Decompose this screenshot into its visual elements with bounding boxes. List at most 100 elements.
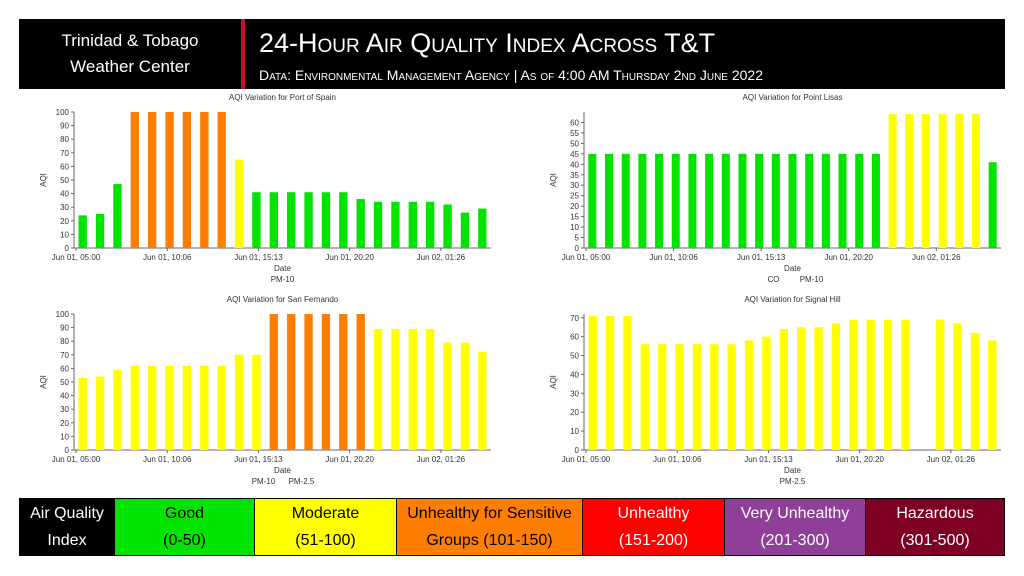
bar xyxy=(588,153,597,248)
y-tick-label: 50 xyxy=(570,352,579,361)
bar xyxy=(130,365,139,450)
bar xyxy=(321,192,331,248)
x-tick-label: Jun 01, 20:20 xyxy=(824,253,873,262)
legend-very-unhealthy: Very Unhealthy (201-300) xyxy=(724,499,865,555)
y-tick-label: 35 xyxy=(570,171,579,180)
legend-usg-label: Unhealthy for Sensitive xyxy=(407,505,572,522)
y-tick-label: 10 xyxy=(60,432,69,441)
y-tick-label: 50 xyxy=(60,176,69,185)
y-axis-label: AQI xyxy=(549,375,558,389)
bar xyxy=(971,114,980,248)
x-tick-label: Jun 01, 15:13 xyxy=(744,455,793,464)
y-tick-label: 40 xyxy=(570,160,579,169)
bar xyxy=(234,354,244,450)
y-tick-label: 70 xyxy=(60,149,69,158)
bar xyxy=(443,342,452,450)
y-tick-label: 40 xyxy=(60,392,69,401)
bar xyxy=(78,215,87,248)
y-axis-label: AQI xyxy=(549,173,558,187)
legend-hazardous: Hazardous (301-500) xyxy=(865,499,1004,555)
bar xyxy=(148,365,157,450)
legend-label-line1: Air Quality xyxy=(30,505,104,522)
chart-signal-hill: AQI Variation for Signal Hill 0 10 20 30 40 50… xyxy=(540,294,1005,494)
bar xyxy=(269,314,278,450)
y-tick-label: 80 xyxy=(60,135,69,144)
bar xyxy=(287,192,296,248)
bar xyxy=(588,315,597,450)
y-tick-label: 10 xyxy=(570,427,579,436)
pollutant-label: PM-10 xyxy=(271,275,295,284)
y-tick-label: 5 xyxy=(575,234,580,243)
y-tick-label: 45 xyxy=(570,150,579,159)
bar xyxy=(443,204,452,248)
y-tick-label: 30 xyxy=(570,389,579,398)
bar xyxy=(849,319,858,450)
y-tick-label: 100 xyxy=(56,310,70,319)
header-divider xyxy=(241,19,245,89)
bar xyxy=(688,153,697,248)
legend-moderate: Moderate (51-100) xyxy=(254,499,396,555)
pollutant-label: PM-2.5 xyxy=(289,477,315,486)
bar xyxy=(838,153,847,248)
y-tick-label: 90 xyxy=(60,122,69,131)
bar xyxy=(779,329,788,450)
bar xyxy=(705,153,714,248)
y-tick-label: 20 xyxy=(570,408,579,417)
y-tick-label: 0 xyxy=(575,244,580,253)
legend-good-range: (0-50) xyxy=(163,532,206,549)
legend-moderate-label: Moderate xyxy=(291,505,360,522)
y-tick-label: 30 xyxy=(60,203,69,212)
bar xyxy=(148,112,157,248)
y-tick-label: 100 xyxy=(56,108,70,117)
legend-very-unhealthy-range: (201-300) xyxy=(760,532,830,549)
bar xyxy=(727,344,736,450)
bar xyxy=(805,153,814,248)
bar xyxy=(252,192,261,248)
bar xyxy=(217,365,226,450)
y-tick-label: 0 xyxy=(65,446,70,455)
x-axis-label: Date xyxy=(784,466,801,475)
bar xyxy=(771,153,780,248)
bar xyxy=(658,344,667,450)
bar xyxy=(692,344,702,450)
bar xyxy=(855,153,864,248)
bar xyxy=(408,328,417,450)
bar xyxy=(408,201,417,248)
bar xyxy=(182,365,192,450)
bar xyxy=(130,112,139,248)
x-tick-label: Jun 01, 20:20 xyxy=(325,455,374,464)
bar xyxy=(821,153,830,248)
y-tick-label: 0 xyxy=(65,244,70,253)
page-title: 24-Hour Air Quality Index Across T&T xyxy=(259,28,716,58)
x-tick-label: Jun 01, 10:06 xyxy=(143,455,192,464)
bar xyxy=(883,319,893,450)
pollutant-label: CO xyxy=(768,275,780,284)
y-axis-label: AQI xyxy=(39,375,48,389)
bar xyxy=(460,212,470,248)
brand-line-2: Weather Center xyxy=(70,57,190,76)
bar xyxy=(95,376,105,450)
bar xyxy=(623,315,632,450)
bar xyxy=(621,153,630,248)
pollutant-label: PM-10 xyxy=(800,275,824,284)
bar xyxy=(373,328,383,450)
bar xyxy=(217,112,226,248)
legend-hazardous-range: (301-500) xyxy=(900,532,970,549)
legend-good-label: Good xyxy=(164,505,205,522)
y-tick-label: 30 xyxy=(60,405,69,414)
y-tick-label: 80 xyxy=(60,337,69,346)
bar xyxy=(426,328,435,450)
legend-label-line2: Index xyxy=(47,532,87,549)
bar xyxy=(938,114,947,248)
x-tick-label: Jun 01, 20:20 xyxy=(835,455,884,464)
bar xyxy=(640,344,649,450)
bar xyxy=(831,323,841,450)
bar xyxy=(339,192,348,248)
bar xyxy=(391,201,400,248)
bar xyxy=(252,354,261,450)
x-tick-label: Jun 01, 05:00 xyxy=(562,455,611,464)
y-axis-label: AQI xyxy=(39,173,48,187)
bar xyxy=(921,114,930,248)
pollutant-label: PM-10 xyxy=(252,477,276,486)
